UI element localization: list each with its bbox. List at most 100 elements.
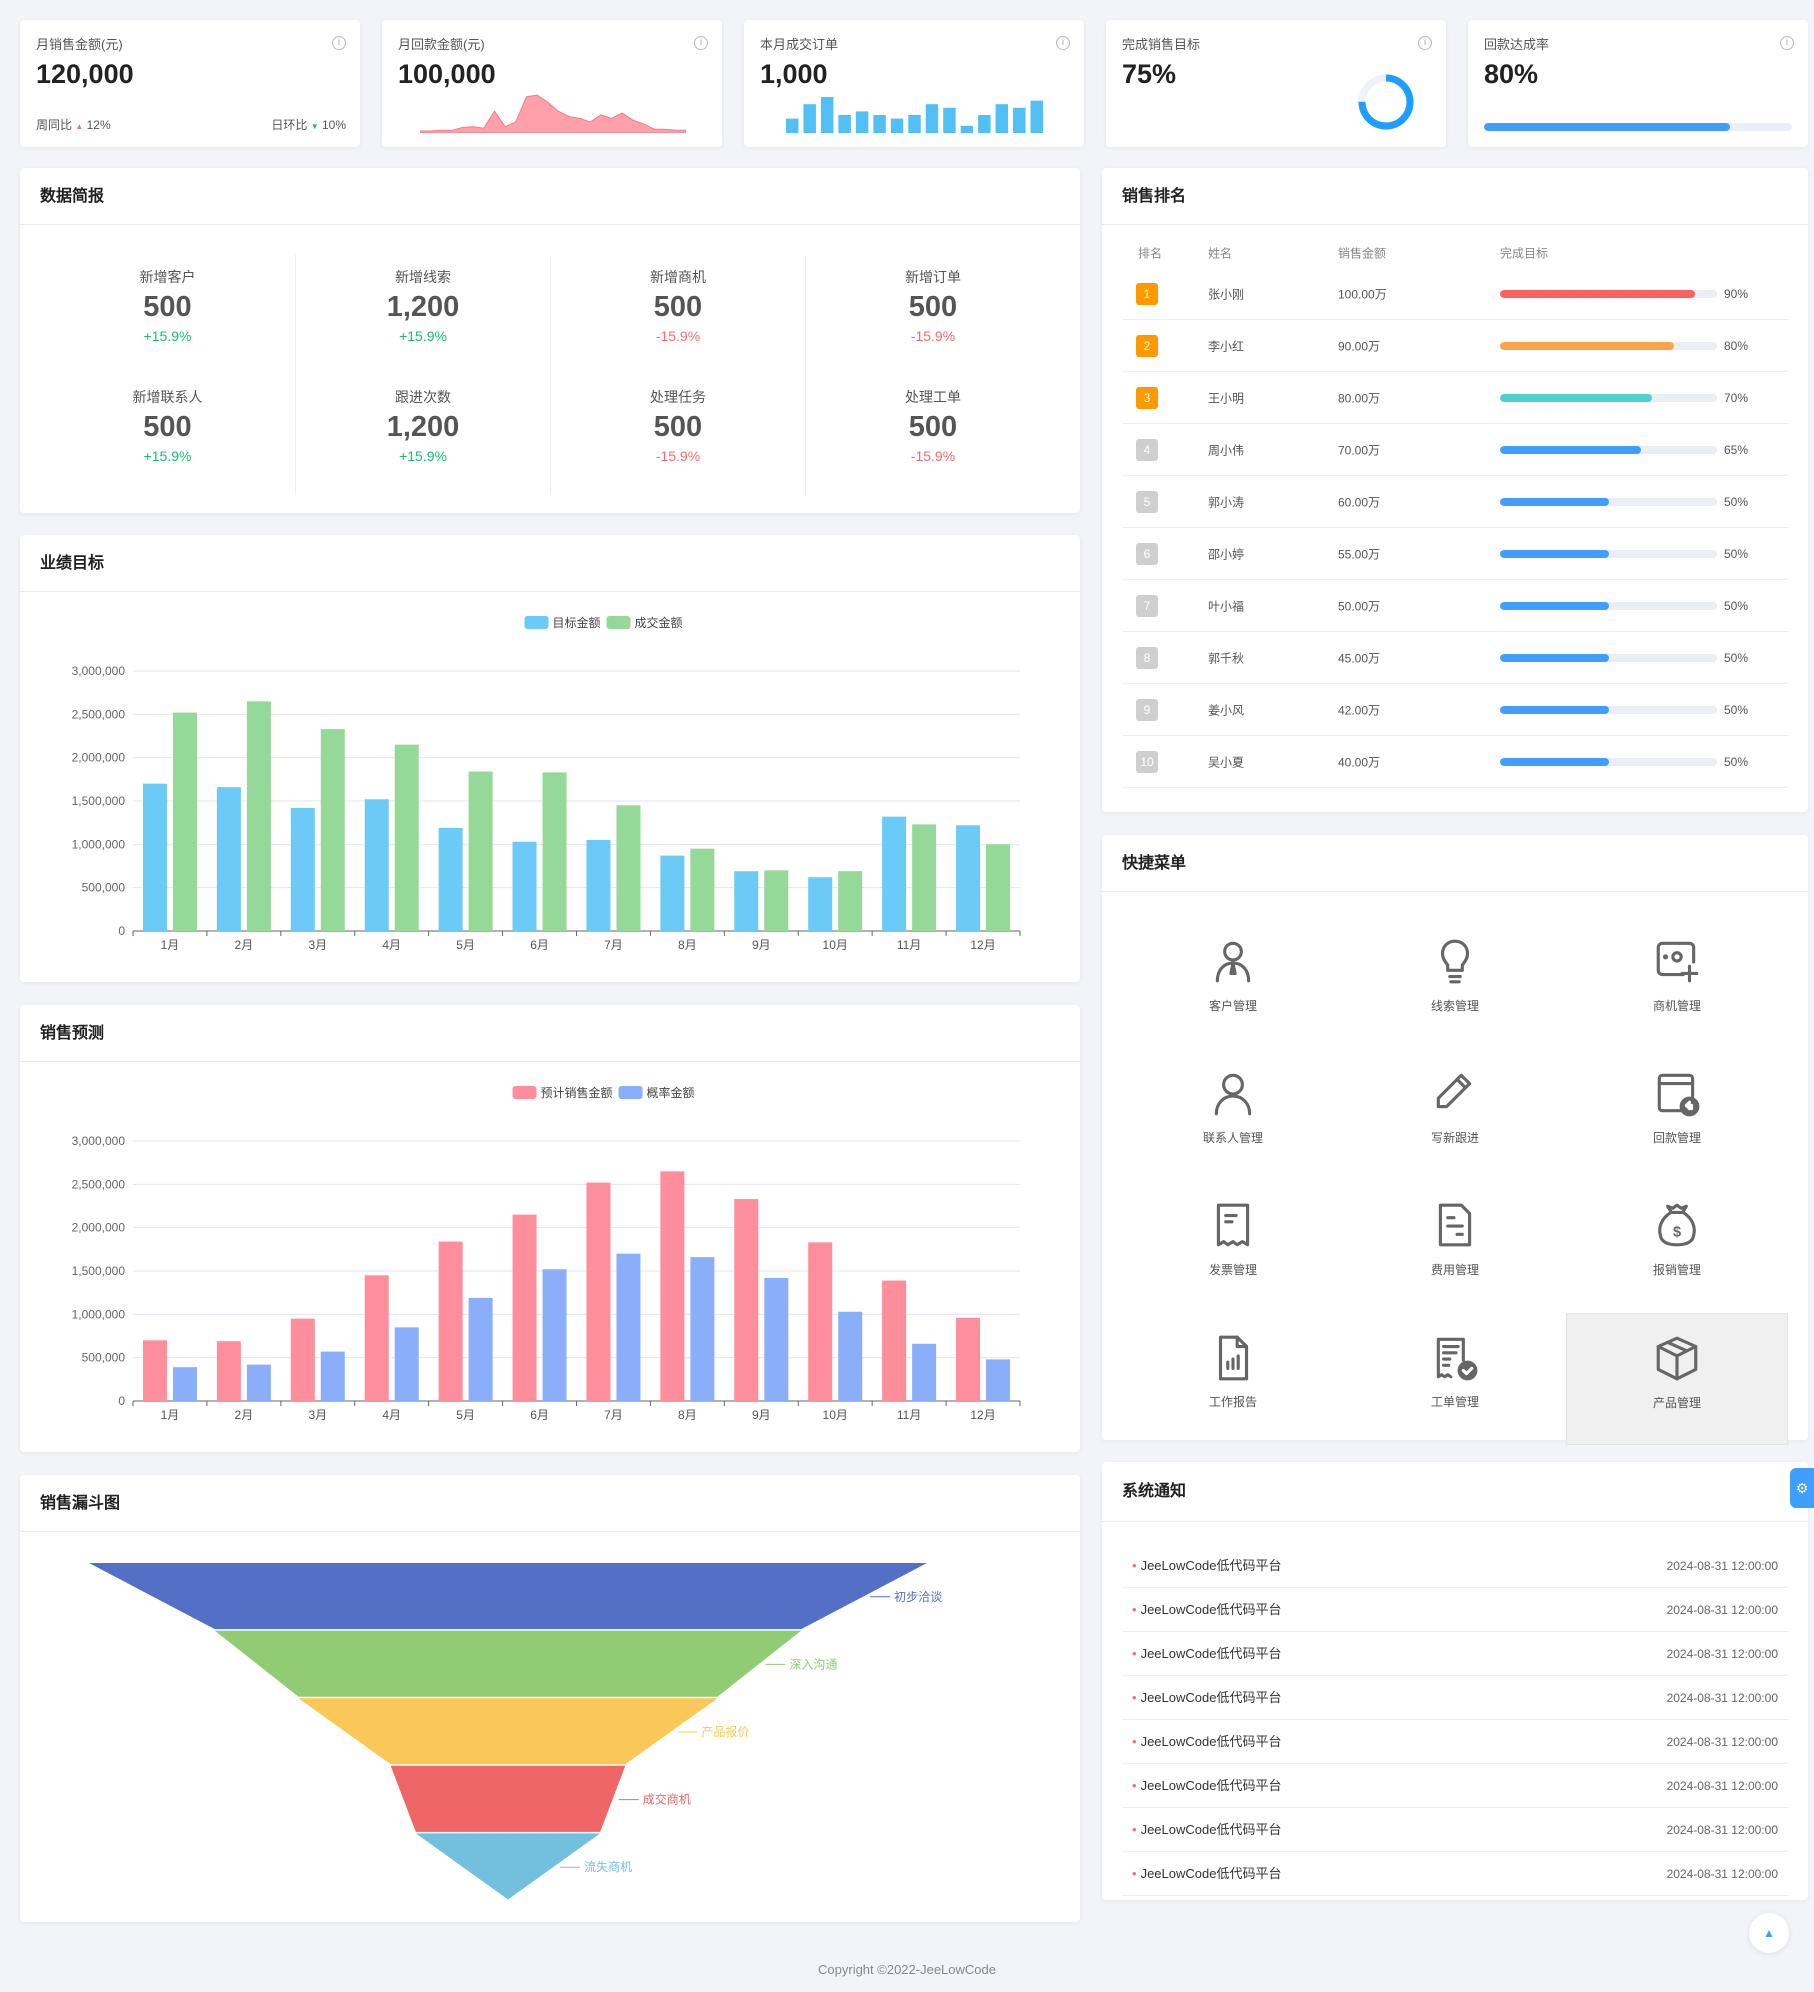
x-tick-label: 8月 xyxy=(678,938,697,952)
notice-text: JeeLowCode低代码平台 xyxy=(1140,1866,1282,1881)
notice-text: JeeLowCode低代码平台 xyxy=(1140,1690,1282,1705)
target-percent: 50% xyxy=(1724,650,1749,665)
bar xyxy=(542,772,567,931)
info-icon[interactable]: i xyxy=(1418,36,1432,50)
x-tick-label: 2月 xyxy=(235,1408,254,1422)
quick-menu-item[interactable]: 写新跟进 xyxy=(1344,1049,1566,1181)
bar xyxy=(172,712,197,931)
report-chart-icon xyxy=(1218,1335,1249,1381)
stat-value: 120,000 xyxy=(36,59,134,89)
notice-time: 2024-08-31 12:00:00 xyxy=(1666,1603,1778,1617)
target-percent: 50% xyxy=(1724,598,1749,613)
quick-menu-item[interactable]: 客户管理 xyxy=(1122,917,1344,1049)
sales-amount: 60.00万 xyxy=(1338,495,1381,509)
stat-value: 80% xyxy=(1484,59,1539,89)
target-progress-fill xyxy=(1500,601,1609,610)
notice-item[interactable]: • JeeLowCode低代码平台 2024-08-31 12:00:00 xyxy=(1122,1588,1788,1632)
notice-time: 2024-08-31 12:00:00 xyxy=(1666,1867,1778,1881)
info-icon[interactable]: i xyxy=(694,36,708,50)
panel-title: 销售漏斗图 xyxy=(20,1475,1080,1532)
mini-bar xyxy=(1030,100,1043,133)
notice-item[interactable]: • JeeLowCode低代码平台 2024-08-31 12:00:00 xyxy=(1122,1808,1788,1852)
seller-name: 姜小风 xyxy=(1208,703,1245,717)
pencil-icon xyxy=(1436,1073,1472,1109)
notice-item[interactable]: • JeeLowCode低代码平台 2024-08-31 12:00:00 xyxy=(1122,1632,1788,1676)
brief-change: +15.9% xyxy=(399,328,447,344)
panel-title: 销售排名 xyxy=(1102,168,1808,225)
quick-menu-item[interactable]: 工作报告 xyxy=(1122,1313,1344,1445)
panel-title: 业绩目标 xyxy=(20,535,1080,592)
bar xyxy=(216,787,241,931)
target-percent: 50% xyxy=(1724,494,1749,509)
ranking-row: 2 李小红 90.00万 80% xyxy=(1122,320,1788,372)
notice-item[interactable]: • JeeLowCode低代码平台 2024-08-31 12:00:00 xyxy=(1122,1852,1788,1896)
x-tick-label: 6月 xyxy=(530,1408,549,1422)
sales-amount: 40.00万 xyxy=(1338,755,1381,769)
bar xyxy=(734,871,759,931)
y-tick-label: 1,000,000 xyxy=(72,1307,126,1321)
target-progress-fill xyxy=(1500,705,1609,714)
notice-item[interactable]: • JeeLowCode低代码平台 2024-08-31 12:00:00 xyxy=(1122,1720,1788,1764)
bar xyxy=(882,1280,907,1401)
notice-time: 2024-08-31 12:00:00 xyxy=(1666,1735,1778,1749)
quick-menu-item[interactable]: 发票管理 xyxy=(1122,1181,1344,1313)
quick-menu-item[interactable]: 产品管理 xyxy=(1566,1313,1788,1445)
stat-value: 1,000 xyxy=(760,59,828,89)
quick-menu-item[interactable]: 线索管理 xyxy=(1344,917,1566,1049)
quick-menu-item[interactable]: 商机管理 xyxy=(1566,917,1788,1049)
quick-menu-item[interactable]: 回款管理 xyxy=(1566,1049,1788,1181)
sales-amount: 45.00万 xyxy=(1338,651,1381,665)
quick-menu-item[interactable]: $ 报销管理 xyxy=(1566,1181,1788,1313)
x-tick-label: 11月 xyxy=(897,938,921,952)
notice-text: JeeLowCode低代码平台 xyxy=(1140,1734,1282,1749)
funnel-label: 深入沟通 xyxy=(789,1657,837,1671)
notice-item[interactable]: • JeeLowCode低代码平台 2024-08-31 12:00:00 xyxy=(1122,1764,1788,1808)
opportunity-add-icon xyxy=(1656,941,1699,983)
bar xyxy=(512,841,537,931)
bar xyxy=(660,1171,685,1401)
brief-value: 500 xyxy=(653,411,703,443)
quick-menu-item[interactable]: 费用管理 xyxy=(1344,1181,1566,1313)
bullet-dot-icon: • xyxy=(1132,1866,1137,1881)
info-icon[interactable]: i xyxy=(1056,36,1070,50)
brief-item: 处理工单 500 -15.9% xyxy=(805,375,1060,495)
info-icon[interactable]: i xyxy=(1780,36,1794,50)
quick-menu-label: 工单管理 xyxy=(1430,1395,1479,1409)
notice-item[interactable]: • JeeLowCode低代码平台 2024-08-31 12:00:00 xyxy=(1122,1544,1788,1588)
mini-bar xyxy=(838,115,851,133)
bar xyxy=(882,816,907,931)
brief-change: -15.9% xyxy=(655,448,701,464)
customer-icon xyxy=(1215,941,1251,983)
target-percent: 50% xyxy=(1724,546,1749,561)
legend-swatch xyxy=(524,616,549,629)
bar xyxy=(764,1277,789,1401)
ranking-row: 6 邵小婷 55.00万 50% xyxy=(1122,528,1788,580)
stat-value: 75% xyxy=(1122,59,1177,89)
back-to-top-button[interactable]: ▲ xyxy=(1749,1913,1789,1953)
x-tick-label: 5月 xyxy=(456,1408,475,1422)
payment-return-icon xyxy=(1657,1073,1700,1117)
quick-menu-item[interactable]: 工单管理 xyxy=(1344,1313,1566,1445)
settings-gear-icon[interactable]: ⚙ xyxy=(1790,1468,1814,1508)
target-progress xyxy=(1500,341,1717,350)
target-progress xyxy=(1500,757,1717,766)
target-percent: 90% xyxy=(1724,286,1749,301)
target-progress xyxy=(1500,705,1717,714)
info-icon[interactable]: i xyxy=(332,36,346,50)
notice-item[interactable]: • JeeLowCode低代码平台 2024-08-31 12:00:00 xyxy=(1122,1676,1788,1720)
x-tick-label: 4月 xyxy=(382,1408,401,1422)
panel-title: 销售预测 xyxy=(20,1005,1080,1062)
brief-change: +15.9% xyxy=(143,328,192,344)
col-amount: 销售金额 xyxy=(1338,246,1387,261)
seller-name: 邵小婷 xyxy=(1208,547,1245,561)
bullet-dot-icon: • xyxy=(1132,1734,1137,1749)
brief-change: -15.9% xyxy=(910,328,956,344)
quick-menu-item[interactable]: 联系人管理 xyxy=(1122,1049,1344,1181)
x-tick-label: 10月 xyxy=(823,938,848,952)
notice-time: 2024-08-31 12:00:00 xyxy=(1666,1823,1778,1837)
legend-label: 目标金额 xyxy=(553,615,601,630)
area-sparkline xyxy=(420,94,686,133)
funnel-segment xyxy=(89,1563,927,1630)
rank-badge: 1 xyxy=(1136,282,1158,305)
brief-change: -15.9% xyxy=(655,328,701,344)
